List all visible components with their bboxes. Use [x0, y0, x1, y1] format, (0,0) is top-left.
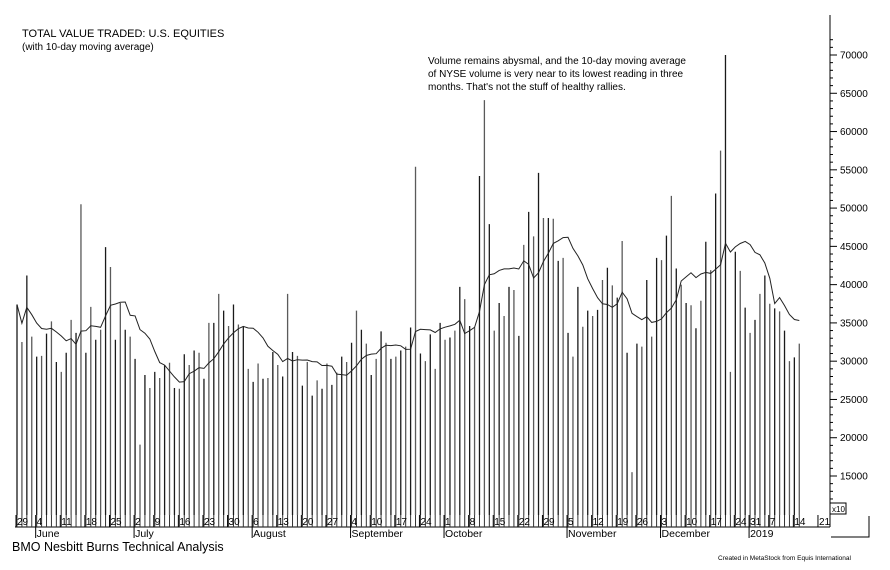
- x-month-label: December: [662, 528, 711, 540]
- x-day-label: 17: [396, 517, 408, 528]
- x-day-label: 31: [750, 517, 762, 528]
- y-tick-label: 45000: [840, 242, 868, 253]
- x-day-label: 6: [253, 517, 259, 528]
- x-day-label: 23: [204, 517, 216, 528]
- x-day-label: 24: [735, 517, 747, 528]
- x-day-label: 20: [302, 517, 314, 528]
- y-tick-label: 50000: [840, 204, 868, 215]
- x-day-label: 3: [662, 517, 668, 528]
- x-month-label: November: [568, 528, 617, 540]
- x-day-label: 11: [61, 517, 72, 528]
- x-day-label: 1: [445, 517, 451, 528]
- multiplier-label: x10: [832, 505, 845, 514]
- y-tick-label: 20000: [840, 433, 868, 444]
- x-day-label: 18: [86, 517, 98, 528]
- bars: [16, 55, 800, 515]
- x-day-label: 30: [229, 517, 241, 528]
- x-day-label: 5: [568, 517, 574, 528]
- x-day-label: 22: [519, 517, 531, 528]
- x-day-label: 12: [593, 517, 605, 528]
- y-tick-label: 30000: [840, 357, 868, 368]
- x-day-label: 14: [794, 517, 806, 528]
- x-day-label: 24: [420, 517, 432, 528]
- y-axis: 15000 20000 25000 30000 35000 40000 45000 50000…: [829, 15, 868, 527]
- x-day-label: 4: [352, 517, 358, 528]
- annotation-line-2: of NYSE volume is very near to its lowes…: [428, 69, 684, 80]
- chart-title: TOTAL VALUE TRADED: U.S. EQUITIES: [22, 28, 224, 40]
- x-month-label: September: [352, 528, 404, 540]
- x-day-label: 19: [617, 517, 629, 528]
- x-day-label: 29: [543, 517, 555, 528]
- x-day-label: 17: [711, 517, 723, 528]
- x-day-label: 7: [770, 517, 776, 528]
- x-day-label: 10: [371, 517, 383, 528]
- x-month-label: July: [135, 528, 154, 540]
- y-tick-label: 70000: [840, 51, 868, 62]
- y-tick-label: 35000: [840, 318, 868, 329]
- y-tick-label: 25000: [840, 395, 868, 406]
- y-tick-label: 60000: [840, 127, 868, 138]
- y-tick-label: 40000: [840, 280, 868, 291]
- moving-average-line: [16, 236, 800, 383]
- x-axis: 29 4 11 18 25 2 9 16 23 30 6 13 20 27 4 10 17 24 1 8 15 22 29 5…: [15, 515, 831, 540]
- x-day-label: 13: [278, 517, 290, 528]
- x-month-label: August: [253, 528, 286, 540]
- x-day-label: 26: [637, 517, 649, 528]
- x-day-label: 16: [179, 517, 191, 528]
- x-day-label: 29: [17, 517, 29, 528]
- corner-mark: [831, 516, 870, 538]
- annotation-line-1: Volume remains abysmal, and the 10-day m…: [428, 56, 686, 67]
- x-day-label: 2: [135, 517, 141, 528]
- y-tick-label: 65000: [840, 89, 868, 100]
- x-day-label: 15: [494, 517, 506, 528]
- y-tick-label: 15000: [840, 472, 868, 483]
- x-day-label: 4: [37, 517, 43, 528]
- x-day-label: 10: [686, 517, 698, 528]
- x-day-label: 25: [110, 517, 122, 528]
- x-day-label: 27: [327, 517, 339, 528]
- x-day-label: 21: [819, 517, 831, 528]
- y-tick-label: 55000: [840, 165, 868, 176]
- annotation-line-3: months. That's not the stuff of healthy …: [428, 82, 626, 93]
- multiplier-box: [829, 502, 847, 515]
- x-day-label: 9: [155, 517, 161, 528]
- source-label: BMO Nesbitt Burns Technical Analysis: [12, 540, 224, 554]
- x-month-label: June: [37, 528, 60, 540]
- x-month-label: 2019: [750, 528, 774, 540]
- credit-label: Created in MetaStock from Equis Internat…: [718, 555, 852, 562]
- x-day-label: 8: [470, 517, 476, 528]
- x-month-label: October: [445, 528, 483, 540]
- chart-subtitle: (with 10-day moving average): [22, 42, 154, 53]
